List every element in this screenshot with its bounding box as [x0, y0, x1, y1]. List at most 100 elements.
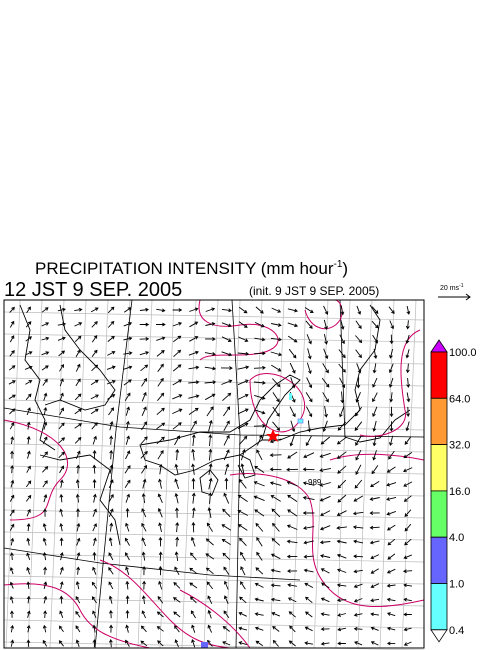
wind-arrow: [237, 494, 248, 502]
wind-arrow: [271, 364, 282, 372]
wind-arrow: [223, 595, 229, 605]
wind-arrow: [239, 537, 247, 547]
wind-arrow: [238, 321, 248, 328]
colorbar-label: 64.0: [449, 393, 470, 405]
wind-arrow: [303, 540, 314, 545]
wind-arrow: [271, 538, 281, 546]
wind-arrow: [139, 322, 150, 327]
wind-arrow: [339, 377, 346, 389]
wind-arrow: [340, 319, 345, 330]
wind-arrow: [254, 465, 265, 473]
wind-arrow: [91, 321, 98, 328]
wind-arrow: [9, 494, 15, 502]
wind-arrow: [205, 322, 216, 326]
wind-arrow: [92, 493, 97, 503]
wind-arrow: [355, 349, 362, 359]
wind-arrow: [188, 365, 200, 370]
wind-arrow: [173, 581, 181, 589]
wind-arrow: [142, 580, 146, 590]
wind-arrow: [58, 422, 65, 430]
wind-arrow: [353, 554, 364, 559]
wind-arrow: [42, 378, 48, 386]
wind-arrow: [270, 583, 281, 588]
wind-arrow: [157, 450, 164, 460]
wind-arrow: [204, 366, 217, 371]
wind-arrow: [109, 420, 114, 431]
coastline: [44, 304, 116, 411]
title-end: ): [342, 259, 348, 278]
vector-scale-label: 20 ms-1: [440, 283, 464, 292]
wind-arrow: [124, 479, 131, 488]
wind-arrow: [174, 566, 180, 576]
wind-arrow: [125, 450, 131, 460]
wind-arrow: [42, 639, 48, 647]
wind-arrow: [106, 365, 116, 370]
wind-arrow: [74, 393, 82, 401]
wind-arrow: [205, 553, 215, 560]
wind-arrow: [290, 377, 296, 389]
graticule-line: [159, 299, 175, 649]
wind-arrow: [189, 307, 199, 312]
wind-arrow: [373, 348, 378, 359]
wind-arrow: [107, 320, 115, 328]
wind-arrow: [26, 306, 31, 314]
wind-arrow: [270, 597, 281, 602]
wind-arrow: [75, 581, 80, 590]
wind-arrow: [9, 509, 15, 517]
wind-arrow: [158, 522, 162, 532]
wind-arrow: [59, 392, 64, 401]
wind-arrow: [386, 612, 396, 617]
wind-arrow: [237, 351, 250, 356]
wind-arrow: [41, 336, 50, 341]
wind-arrow: [239, 596, 247, 604]
wind-arrow: [386, 510, 396, 516]
wind-arrow: [76, 537, 81, 546]
wind-arrow: [107, 335, 115, 342]
wind-arrow: [323, 305, 329, 315]
wind-arrow: [189, 567, 198, 575]
wind-arrow: [289, 406, 296, 418]
wind-arrow: [141, 406, 147, 416]
wind-arrow: [340, 305, 345, 316]
wind-arrow: [75, 625, 81, 633]
wind-arrow: [10, 436, 15, 445]
wind-arrow: [336, 568, 347, 573]
wind-arrow: [303, 452, 315, 459]
isobar: [229, 473, 425, 607]
wind-arrow: [125, 595, 130, 604]
wind-arrow: [369, 497, 380, 501]
wind-arrow: [269, 467, 282, 472]
wind-arrow: [26, 537, 31, 546]
wind-arrow: [307, 420, 312, 433]
wind-arrow: [108, 407, 114, 416]
wind-arrow: [353, 583, 363, 588]
wind-arrow: [355, 335, 363, 344]
wind-arrow: [123, 379, 132, 386]
wind-arrow: [223, 449, 230, 461]
wind-arrow: [10, 479, 15, 488]
wind-arrow: [125, 566, 130, 575]
wind-arrow: [125, 507, 130, 518]
wind-arrow: [139, 337, 150, 341]
wind-arrow: [10, 465, 15, 474]
wind-arrow: [389, 392, 394, 403]
wind-arrow: [59, 508, 64, 517]
wind-arrow: [43, 392, 48, 401]
wind-arrow: [92, 508, 97, 517]
colorbar-label: 4.0: [449, 532, 464, 544]
wind-arrow: [91, 596, 97, 604]
wind-arrow: [205, 538, 214, 546]
wind-arrow: [124, 537, 130, 546]
wind-arrow: [74, 423, 83, 429]
wind-arrow: [204, 352, 216, 356]
wind-arrow: [59, 378, 64, 387]
wind-arrow: [336, 539, 347, 544]
wind-arrow: [57, 322, 67, 327]
graticule-line: [49, 299, 65, 649]
wind-arrow: [108, 566, 114, 575]
wind-arrow: [320, 554, 331, 558]
wind-arrow: [305, 392, 313, 403]
wind-arrow: [125, 609, 130, 619]
wind-arrow: [319, 452, 331, 458]
wind-arrow: [109, 624, 113, 633]
